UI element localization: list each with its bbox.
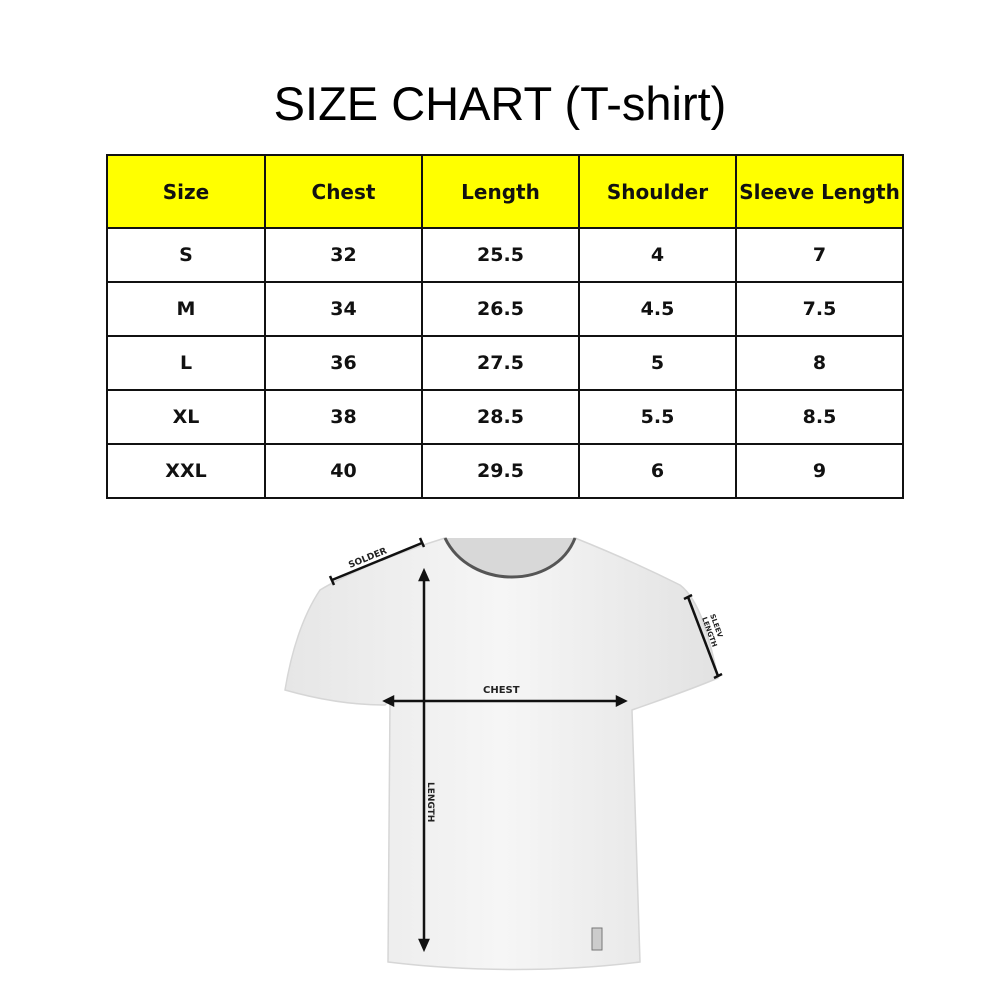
cell-shoulder: 5.5: [578, 389, 737, 445]
table-header-row: Size Chest Length Shoulder Sleeve Length: [106, 154, 904, 229]
header-shoulder: Shoulder: [578, 154, 737, 229]
cell-chest: 32: [264, 227, 423, 283]
table-row: L 36 27.5 5 8: [106, 335, 904, 391]
header-chest: Chest: [264, 154, 423, 229]
cell-size: XL: [106, 389, 266, 445]
cell-size: XXL: [106, 443, 266, 499]
cell-sleeve-length: 9: [735, 443, 904, 499]
cell-shoulder: 5: [578, 335, 737, 391]
table-row: XXL 40 29.5 6 9: [106, 443, 904, 499]
header-sleeve-length: Sleeve Length: [735, 154, 904, 229]
page-title: SIZE CHART (T-shirt): [273, 77, 727, 130]
cell-size: M: [106, 281, 266, 337]
cell-chest: 34: [264, 281, 423, 337]
cell-length: 25.5: [421, 227, 580, 283]
cell-chest: 40: [264, 443, 423, 499]
cell-shoulder: 6: [578, 443, 737, 499]
cell-length: 27.5: [421, 335, 580, 391]
length-label: LENGTH: [425, 782, 435, 822]
header-size: Size: [106, 154, 266, 229]
collar: [443, 537, 577, 579]
logo-tag: [591, 927, 603, 951]
cell-chest: 38: [264, 389, 423, 445]
table-row: XL 38 28.5 5.5 8.5: [106, 389, 904, 445]
cell-sleeve-length: 7: [735, 227, 904, 283]
cell-length: 28.5: [421, 389, 580, 445]
table-row: M 34 26.5 4.5 7.5: [106, 281, 904, 337]
cell-size: S: [106, 227, 266, 283]
cell-length: 26.5: [421, 281, 580, 337]
cell-sleeve-length: 8: [735, 335, 904, 391]
cell-size: L: [106, 335, 266, 391]
cell-length: 29.5: [421, 443, 580, 499]
tshirt-body: [284, 537, 719, 971]
header-length: Length: [421, 154, 580, 229]
cell-shoulder: 4: [578, 227, 737, 283]
cell-sleeve-length: 7.5: [735, 281, 904, 337]
cell-sleeve-length: 8.5: [735, 389, 904, 445]
cell-shoulder: 4.5: [578, 281, 737, 337]
chest-label: CHEST: [483, 685, 520, 696]
table-row: S 32 25.5 4 7: [106, 227, 904, 283]
size-table: Size Chest Length Shoulder Sleeve Length…: [106, 154, 904, 499]
cell-chest: 36: [264, 335, 423, 391]
